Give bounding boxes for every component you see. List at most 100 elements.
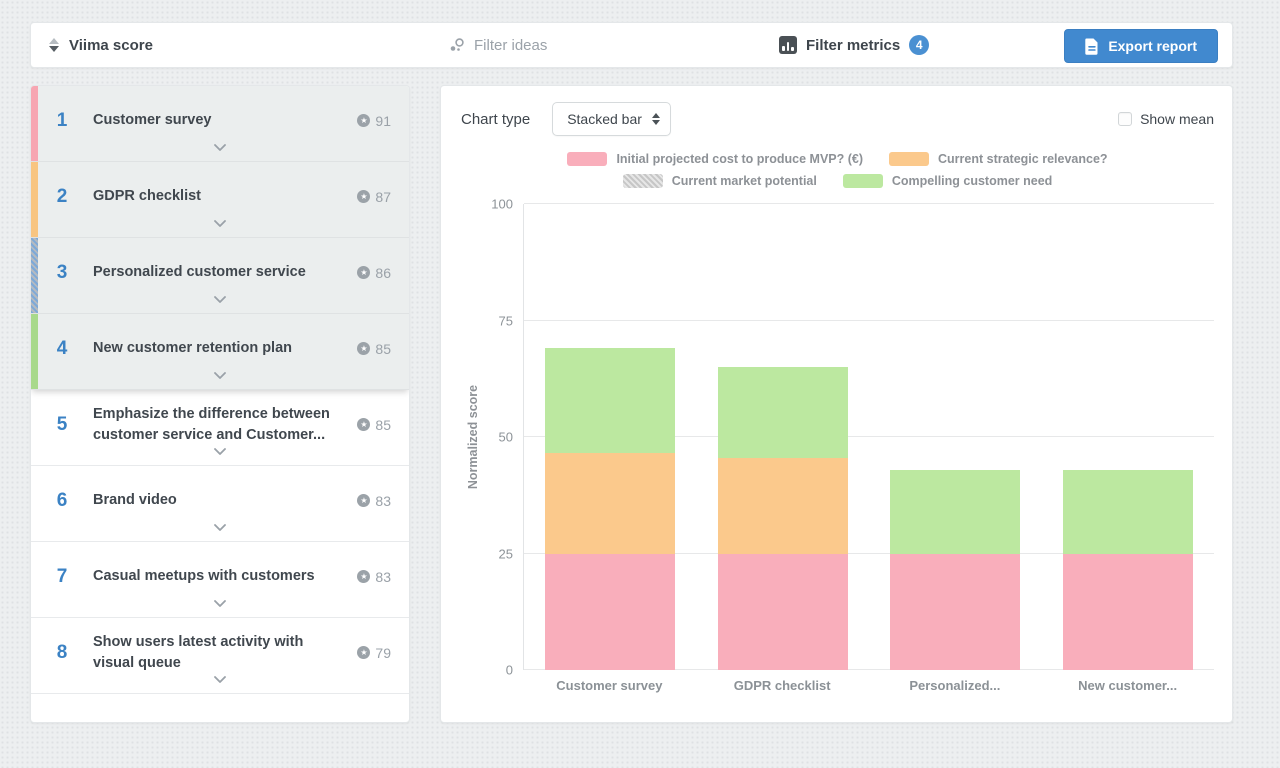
idea-score: ★ 85 <box>357 417 393 433</box>
sort-icon <box>49 38 59 52</box>
bar-segment[interactable] <box>890 553 1021 670</box>
x-tick-label: Personalized... <box>909 678 1001 693</box>
idea-score: ★ 83 <box>357 569 393 585</box>
bar-segment[interactable] <box>890 469 1021 554</box>
idea-score: ★ 87 <box>357 189 393 205</box>
score-badge-icon: ★ <box>357 266 371 279</box>
chart-header: Chart type Stacked bar Show mean <box>461 100 1214 138</box>
idea-row[interactable]: 8 Show users latest activity with visual … <box>31 618 409 694</box>
gridline <box>524 203 1214 204</box>
idea-title: Emphasize the difference between custome… <box>93 406 330 443</box>
chevron-down-icon[interactable] <box>214 138 226 156</box>
filter-ideas-input[interactable]: Filter ideas <box>449 37 547 54</box>
legend-item[interactable]: Current strategic relevance? <box>889 152 1108 166</box>
show-mean-toggle[interactable]: Show mean <box>1118 111 1214 127</box>
unselected-ideas-group: 5 Emphasize the difference between custom… <box>31 390 409 694</box>
idea-row[interactable]: 7 Casual meetups with customers ★ 83 <box>31 542 409 618</box>
y-tick-label: 100 <box>491 196 513 212</box>
idea-row[interactable]: 2 GDPR checklist ★ 87 <box>31 162 409 238</box>
gridline <box>524 669 1214 670</box>
chevron-down-icon[interactable] <box>214 214 226 232</box>
idea-row[interactable]: 5 Emphasize the difference between custom… <box>31 390 409 466</box>
gridline <box>524 436 1214 437</box>
show-mean-label: Show mean <box>1140 111 1214 127</box>
chevron-down-icon[interactable] <box>214 594 226 612</box>
idea-row[interactable]: 1 Customer survey ★ 91 <box>31 86 409 162</box>
bar-segment[interactable] <box>1062 469 1193 554</box>
idea-score: ★ 91 <box>357 113 393 129</box>
y-tick-label: 50 <box>498 429 513 445</box>
bar-segment[interactable] <box>717 553 848 670</box>
idea-score-value: 79 <box>375 644 391 661</box>
bar-segment[interactable] <box>717 457 848 554</box>
show-mean-checkbox[interactable] <box>1118 112 1133 126</box>
bar-chart-icon <box>779 36 797 54</box>
score-badge-icon: ★ <box>357 190 371 203</box>
idea-score-value: 91 <box>375 112 391 129</box>
sort-selector[interactable]: Viima score <box>49 37 153 54</box>
bar-segment[interactable] <box>545 553 676 670</box>
export-report-button[interactable]: Export report <box>1064 29 1218 63</box>
idea-stripe <box>31 86 38 161</box>
chart-panel: Chart type Stacked bar Show mean Initial… <box>440 85 1233 723</box>
chevron-down-icon[interactable] <box>214 290 226 308</box>
plot-region: Normalized score 0 25 50 75 100 <box>461 197 1214 678</box>
gridline <box>524 319 1214 321</box>
x-tick-label: GDPR checklist <box>733 678 831 693</box>
y-axis-label: Normalized score <box>466 384 480 490</box>
score-badge-icon: ★ <box>357 418 371 431</box>
idea-score-value: 83 <box>375 492 391 509</box>
y-axis-ticks: 0 25 50 75 100 <box>485 197 523 678</box>
stacked-bar[interactable] <box>890 204 1021 670</box>
chevron-down-icon[interactable] <box>214 442 226 460</box>
idea-score: ★ 86 <box>357 265 393 281</box>
bar-segment[interactable] <box>545 348 676 454</box>
bar-segment[interactable] <box>1062 553 1193 670</box>
legend-swatch <box>889 152 930 166</box>
bar-slot <box>869 204 1042 670</box>
content: 1 Customer survey ★ 91 2 GDPR checklist ★ 87 3 Pe… <box>30 85 1233 723</box>
gridline <box>524 552 1214 554</box>
idea-score-value: 83 <box>375 568 391 585</box>
y-axis-label-column: Normalized score <box>461 204 485 670</box>
idea-stripe <box>31 390 38 465</box>
legend-item[interactable]: Compelling customer need <box>842 174 1052 188</box>
idea-rank: 8 <box>56 641 68 663</box>
bar-segment[interactable] <box>717 367 848 458</box>
bar-segment[interactable] <box>545 453 676 554</box>
chevron-down-icon[interactable] <box>214 518 226 536</box>
score-badge-icon: ★ <box>357 646 371 659</box>
stacked-bar[interactable] <box>545 204 676 670</box>
legend-item[interactable]: Current market potential <box>622 174 817 188</box>
toolbar: Viima score Filter ideas Filter metrics … <box>30 22 1233 68</box>
chevron-down-icon[interactable] <box>214 670 226 688</box>
chart-type-select[interactable]: Stacked bar <box>552 102 671 136</box>
idea-rank: 4 <box>56 337 68 359</box>
idea-stripe <box>31 162 38 237</box>
stacked-bar[interactable] <box>1062 204 1193 670</box>
idea-row[interactable]: 6 Brand video ★ 83 <box>31 466 409 542</box>
idea-row[interactable]: 3 Personalized customer service ★ 86 <box>31 238 409 314</box>
document-icon <box>1085 38 1098 55</box>
chevron-down-icon[interactable] <box>214 366 226 384</box>
idea-stripe <box>31 314 38 389</box>
idea-title: Personalized customer service <box>93 264 306 281</box>
stacked-bar[interactable] <box>717 204 848 670</box>
idea-title: New customer retention plan <box>93 340 293 357</box>
score-badge-icon: ★ <box>357 494 371 507</box>
y-tick-label: 0 <box>505 662 513 678</box>
idea-stripe <box>31 238 38 313</box>
idea-title: GDPR checklist <box>93 188 201 205</box>
idea-rank: 2 <box>56 185 68 207</box>
legend-label: Initial projected cost to produce MVP? (… <box>616 152 864 166</box>
filter-metrics-button[interactable]: Filter metrics 4 <box>779 35 930 55</box>
idea-stripe <box>31 618 38 693</box>
legend-item[interactable]: Initial projected cost to produce MVP? (… <box>567 152 863 166</box>
idea-score: ★ 79 <box>357 645 393 661</box>
bars-row <box>524 204 1214 670</box>
idea-title: Casual meetups with customers <box>93 568 315 585</box>
y-tick-label: 25 <box>498 546 513 561</box>
idea-rank: 1 <box>56 109 68 131</box>
idea-row[interactable]: 4 New customer retention plan ★ 85 <box>31 314 409 390</box>
legend-swatch <box>622 174 663 188</box>
